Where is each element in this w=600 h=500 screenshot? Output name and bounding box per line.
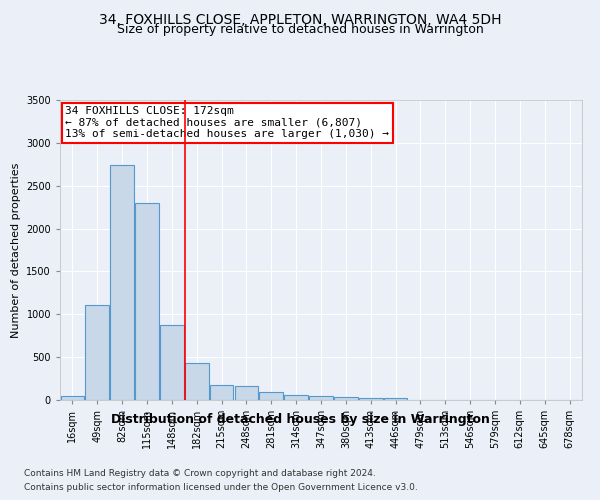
Bar — [235, 386, 258, 400]
Text: Size of property relative to detached houses in Warrington: Size of property relative to detached ho… — [116, 22, 484, 36]
Y-axis label: Number of detached properties: Number of detached properties — [11, 162, 20, 338]
Bar — [135, 204, 159, 400]
Bar — [359, 398, 383, 400]
Text: 34 FOXHILLS CLOSE: 172sqm
← 87% of detached houses are smaller (6,807)
13% of se: 34 FOXHILLS CLOSE: 172sqm ← 87% of detac… — [65, 106, 389, 139]
Bar — [309, 396, 333, 400]
Bar — [334, 396, 358, 400]
Bar — [284, 395, 308, 400]
Bar — [210, 386, 233, 400]
Text: Contains HM Land Registry data © Crown copyright and database right 2024.: Contains HM Land Registry data © Crown c… — [24, 468, 376, 477]
Bar — [85, 306, 109, 400]
Bar — [384, 398, 407, 400]
Text: Contains public sector information licensed under the Open Government Licence v3: Contains public sector information licen… — [24, 484, 418, 492]
Bar — [110, 164, 134, 400]
Text: 34, FOXHILLS CLOSE, APPLETON, WARRINGTON, WA4 5DH: 34, FOXHILLS CLOSE, APPLETON, WARRINGTON… — [99, 12, 501, 26]
Bar — [185, 363, 209, 400]
Bar — [259, 392, 283, 400]
Text: Distribution of detached houses by size in Warrington: Distribution of detached houses by size … — [110, 412, 490, 426]
Bar — [61, 396, 84, 400]
Bar — [160, 325, 184, 400]
